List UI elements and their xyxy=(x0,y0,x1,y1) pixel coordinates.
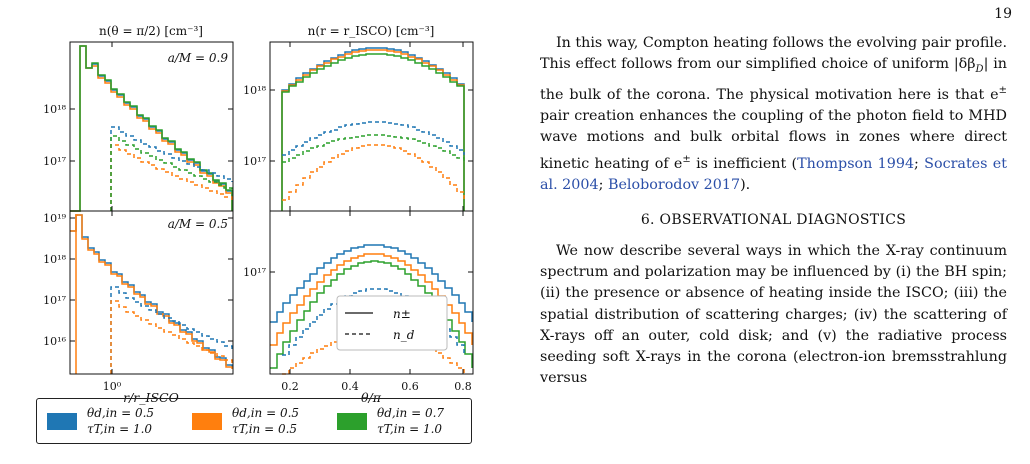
curve-n-pm xyxy=(70,45,233,212)
legend-tau-green: τT,in = 1.0 xyxy=(377,422,443,436)
x-tick-label: 0.4 xyxy=(341,380,359,393)
spin-annotation-top: a/M = 0.9 xyxy=(168,51,229,65)
curve-n-d xyxy=(282,121,465,156)
curve-n-d xyxy=(282,144,465,201)
axis-ticks xyxy=(70,42,473,374)
legend-label-n-pm: n± xyxy=(393,307,411,321)
curve-n-pm xyxy=(270,244,473,323)
legend-swatch-orange xyxy=(192,413,222,430)
spin-annotation-bottom: a/M = 0.5 xyxy=(168,217,228,231)
y-tick-label: 10¹⁹ xyxy=(43,212,66,225)
top-right-title: n(r = r_ISCO) [cm⁻³] xyxy=(308,24,435,38)
x-tick-label: 10⁰ xyxy=(103,380,122,393)
color-legend: θd,in = 0.5 τT,in = 1.0 θd,in = 0.5 τT,i… xyxy=(36,398,472,444)
panel-top-right xyxy=(269,41,474,212)
legend-tau-blue: τT,in = 1.0 xyxy=(87,422,153,436)
y-tick-label: 10¹⁷ xyxy=(43,155,66,168)
curve-n-pm xyxy=(281,53,465,211)
curve-n-d xyxy=(110,126,233,211)
y-tick-label: 10¹⁷ xyxy=(43,294,66,307)
figure-svg: n(θ = π/2) [cm⁻³] n(r = r_ISCO) [cm⁻³] a… xyxy=(43,24,474,405)
curve-n-d xyxy=(282,134,465,163)
curve-n-d xyxy=(110,135,233,211)
left-x-axis-label: r/r_ISCO xyxy=(123,390,179,405)
citation-thompson[interactable]: Thompson 1994 xyxy=(797,155,915,172)
y-tick-label: 10¹⁷ xyxy=(243,155,266,168)
top-left-title: n(θ = π/2) [cm⁻³] xyxy=(99,24,203,38)
curve-n-pm xyxy=(281,49,465,211)
x-tick-label: 0.8 xyxy=(454,380,472,393)
curves-top-right xyxy=(281,47,465,211)
y-tick-label: 10¹⁶ xyxy=(43,335,66,348)
section-heading: 6. OBSERVATIONAL DIAGNOSTICS xyxy=(640,211,907,228)
curve-n-d xyxy=(282,288,465,356)
curve-n-d xyxy=(282,332,465,375)
curve-n-pm xyxy=(70,214,233,367)
right-x-axis-label: θ/π xyxy=(361,390,382,405)
curves-bottom-left xyxy=(70,214,233,374)
curve-n-pm-edge xyxy=(75,214,78,374)
figure: n(θ = π/2) [cm⁻³] n(r = r_ISCO) [cm⁻³] a… xyxy=(36,24,474,444)
y-tick-label: 10¹⁸ xyxy=(243,84,266,97)
legend-tau-orange: τT,in = 0.5 xyxy=(232,422,298,436)
legend-swatch-blue xyxy=(47,413,77,430)
legend-theta-green: θd,in = 0.7 xyxy=(377,406,445,420)
citation-beloborodov[interactable]: Beloborodov 2017 xyxy=(607,176,741,193)
x-tick-label: 0.2 xyxy=(281,380,299,393)
legend-theta-blue: θd,in = 0.5 xyxy=(87,406,155,420)
legend-label-n-d: n_d xyxy=(393,328,415,342)
page-number: 19 xyxy=(994,6,1012,22)
curve-n-pm xyxy=(70,45,233,212)
curve-n-d xyxy=(110,144,233,211)
legend-theta-orange: θd,in = 0.5 xyxy=(232,406,300,420)
line-style-legend: n± n_d xyxy=(336,295,448,351)
panel-bottom-left xyxy=(69,210,234,375)
y-tick-label: 10¹⁸ xyxy=(43,103,66,116)
citation-socrates[interactable]: Socrates et al. 2004 xyxy=(540,155,1007,193)
paragraph-observational: We now describe several ways in which th… xyxy=(540,243,1007,387)
paragraph-pair-heating: In this way, Compton heating follows the… xyxy=(540,35,1007,193)
y-tick-label: 10¹⁷ xyxy=(243,266,266,279)
curve-n-d xyxy=(110,286,233,374)
curve-n-d xyxy=(110,300,233,374)
body-text: In this way, Compton heating follows the… xyxy=(540,33,1007,389)
panel-bottom-right xyxy=(269,210,474,375)
curves-top-left xyxy=(70,45,233,212)
y-tick-label: 10¹⁸ xyxy=(43,253,66,266)
x-tick-label: 0.6 xyxy=(401,380,419,393)
legend-swatch-green xyxy=(337,413,367,430)
curve-n-pm xyxy=(70,214,233,369)
